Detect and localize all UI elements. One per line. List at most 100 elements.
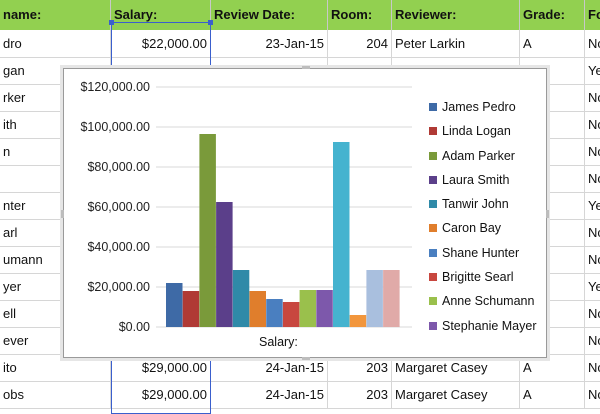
table-cell[interactable]: Ye <box>585 273 600 301</box>
table-cell[interactable] <box>520 300 585 328</box>
y-tick-label: $0.00 <box>119 320 150 334</box>
table-cell[interactable] <box>520 327 585 355</box>
y-tick-label: $120,000.00 <box>80 80 150 94</box>
y-tick-label: $20,000.00 <box>87 280 150 294</box>
table-cell[interactable]: Margaret Casey <box>392 354 520 382</box>
column-chart[interactable]: $0.00 $20,000.00 $40,000.00 $60,000.00 $80,0… <box>61 66 549 360</box>
column-header[interactable]: name: <box>0 0 111 30</box>
y-tick-label: $60,000.00 <box>87 200 150 214</box>
legend-swatch <box>429 224 437 233</box>
table-cell[interactable]: No <box>585 219 600 247</box>
table-row: ito $29,000.00 24-Jan-15 203 Margaret Casey A… <box>0 354 600 382</box>
bar[interactable] <box>216 202 233 327</box>
table-cell[interactable] <box>520 84 585 112</box>
table-cell[interactable]: No <box>585 354 600 382</box>
chart-plot: $0.00 $20,000.00 $40,000.00 $60,000.00 $80,0… <box>80 80 412 334</box>
table-cell[interactable]: 203 <box>328 381 392 409</box>
legend-swatch <box>429 175 437 184</box>
chart-resize-handle-bottom[interactable] <box>302 357 310 360</box>
table-cell[interactable] <box>520 165 585 193</box>
table-cell[interactable]: 24-Jan-15 <box>211 381 328 409</box>
bar[interactable] <box>166 283 183 327</box>
table-cell[interactable]: dro <box>0 30 111 58</box>
chart-resize-handle-top[interactable] <box>302 66 310 69</box>
table-cell[interactable]: No <box>585 246 600 274</box>
table-cell[interactable]: 203 <box>328 354 392 382</box>
bar[interactable] <box>282 302 300 327</box>
column-header[interactable]: Reviewer: <box>392 0 520 30</box>
table-cell[interactable] <box>520 138 585 166</box>
legend-label: Shane Hunter <box>442 245 520 260</box>
legend-label: Tanwir John <box>442 197 509 212</box>
bar[interactable] <box>316 290 333 327</box>
chart-resize-handle-left[interactable] <box>61 210 64 218</box>
table-cell[interactable]: 204 <box>328 30 392 58</box>
table-cell[interactable]: 23-Jan-15 <box>211 30 328 58</box>
y-tick-label: $100,000.00 <box>80 120 150 134</box>
legend-swatch <box>429 297 437 306</box>
legend-label: Laura Smith <box>442 172 510 187</box>
table-cell[interactable]: $22,000.00 <box>111 30 211 58</box>
legend-swatch <box>429 273 437 282</box>
bar[interactable] <box>232 270 250 327</box>
table-cell[interactable]: $29,000.00 <box>111 381 211 409</box>
table-cell[interactable]: No <box>585 381 600 409</box>
bar[interactable] <box>266 299 283 327</box>
bar[interactable] <box>333 142 350 327</box>
legend-label: Stephanie Mayer <box>442 318 537 333</box>
table-cell[interactable] <box>520 246 585 274</box>
bar[interactable] <box>299 290 317 327</box>
chart-resize-handle-right[interactable] <box>546 210 549 218</box>
table-cell[interactable]: Ye <box>585 57 600 85</box>
legend-swatch <box>429 103 437 111</box>
table-cell[interactable]: Peter Larkin <box>392 30 520 58</box>
bar[interactable] <box>199 134 216 327</box>
table-cell[interactable]: No <box>585 300 600 328</box>
column-header[interactable]: Salary: <box>111 0 211 30</box>
y-tick-label: $40,000.00 <box>87 240 150 254</box>
legend-label: Anne Schumann <box>442 294 535 309</box>
table-cell[interactable]: No <box>585 138 600 166</box>
bar[interactable] <box>249 291 267 327</box>
legend-label: Linda Logan <box>442 124 511 139</box>
x-axis-label: Salary: <box>259 335 298 349</box>
column-header[interactable]: Review Date: <box>211 0 328 30</box>
table-cell[interactable]: No <box>585 327 600 355</box>
legend-label: Caron Bay <box>442 221 502 236</box>
table-cell[interactable] <box>520 111 585 139</box>
bar[interactable] <box>383 270 400 327</box>
table-cell[interactable] <box>520 192 585 220</box>
legend-swatch <box>429 151 437 160</box>
column-header[interactable]: Fo <box>585 0 600 30</box>
table-cell[interactable]: No <box>585 165 600 193</box>
table-cell[interactable]: obs <box>0 381 111 409</box>
table-cell[interactable]: A <box>520 381 585 409</box>
column-header[interactable]: Room: <box>328 0 392 30</box>
table-cell[interactable]: No <box>585 111 600 139</box>
table-cell[interactable]: ito <box>0 354 111 382</box>
legend-swatch <box>429 248 437 257</box>
legend-swatch <box>429 321 437 330</box>
bar[interactable] <box>182 291 200 327</box>
legend-swatch <box>429 127 437 136</box>
table-cell[interactable]: Ye <box>585 192 600 220</box>
table-cell[interactable]: No <box>585 84 600 112</box>
legend-label: Brigitte Searl <box>442 270 514 285</box>
y-tick-label: $80,000.00 <box>87 160 150 174</box>
table-row: obs $29,000.00 24-Jan-15 203 Margaret Casey A… <box>0 381 600 409</box>
table-cell[interactable]: 24-Jan-15 <box>211 354 328 382</box>
bar[interactable] <box>366 270 383 327</box>
header-row: name: Salary: Review Date: Room: Reviewer: Gr… <box>0 0 600 30</box>
column-header[interactable]: Grade: <box>520 0 585 30</box>
table-cell[interactable]: No <box>585 30 600 58</box>
table-cell[interactable]: A <box>520 30 585 58</box>
table-cell[interactable] <box>520 273 585 301</box>
table-cell[interactable] <box>520 219 585 247</box>
legend-swatch <box>429 200 437 209</box>
table-cell[interactable]: Margaret Casey <box>392 381 520 409</box>
legend-label: Adam Parker <box>442 148 515 163</box>
bar[interactable] <box>349 315 367 327</box>
table-cell[interactable]: A <box>520 354 585 382</box>
